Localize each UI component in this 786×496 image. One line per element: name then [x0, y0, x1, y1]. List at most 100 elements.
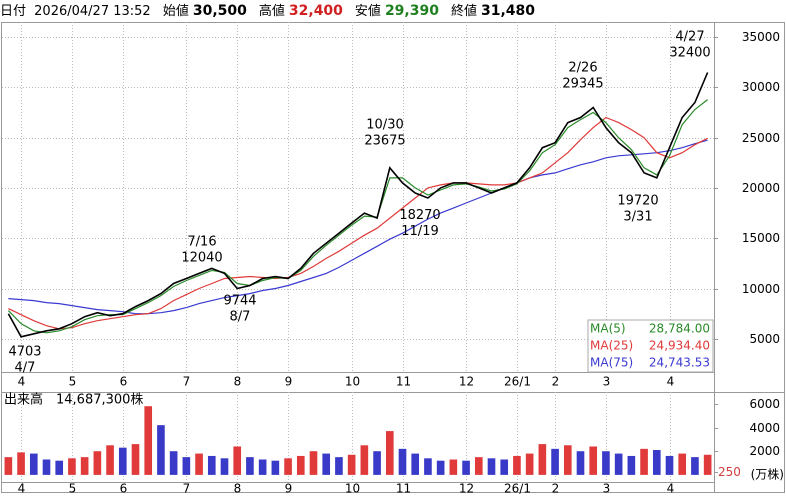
series-line — [8, 139, 708, 315]
x-tick-label: 4 — [18, 375, 26, 389]
annotation-date: 3/31 — [623, 209, 652, 224]
field-value: 32,400 — [288, 3, 343, 19]
volume-bar — [589, 446, 598, 475]
volume-bar — [487, 458, 496, 475]
x-tick-label: 6 — [120, 375, 128, 389]
unit-label: (万株) — [751, 467, 784, 482]
annotation-value: 29345 — [562, 76, 603, 91]
volume-bar — [513, 455, 521, 475]
field-label: 安値 — [354, 4, 381, 19]
annotation-date: 10/30 — [366, 117, 403, 132]
annotation-date: 4/27 — [675, 30, 704, 45]
volume-bar — [538, 444, 547, 475]
volume-bar — [29, 453, 38, 475]
volume-bar — [614, 453, 623, 475]
x-tick-label: 26/1 — [504, 482, 531, 496]
legend-label: MA(5) — [590, 322, 626, 336]
volume-bar — [233, 446, 242, 475]
volume-bar — [576, 451, 585, 475]
volume-bar — [144, 406, 153, 475]
x-tick-label: 5 — [69, 375, 77, 389]
volume-bar — [157, 425, 165, 475]
x-tick-label: 26/1 — [504, 375, 531, 389]
x-tick-label: 7 — [183, 375, 191, 389]
y-tick-label: 6000 — [749, 397, 780, 411]
legend-label: MA(25) — [590, 339, 633, 353]
x-tick-label: 2 — [552, 482, 560, 496]
volume-bar — [360, 445, 369, 475]
panel-subtitle: 14,687,300株 — [56, 393, 143, 408]
x-tick-label: 3 — [603, 375, 611, 389]
volume-bar — [296, 455, 305, 475]
y-tick-label: 5000 — [749, 332, 780, 346]
volume-bar — [17, 452, 25, 475]
field-value: 29,390 — [384, 3, 439, 19]
x-tick-label: 4 — [667, 375, 675, 389]
x-tick-label: 8 — [234, 375, 242, 389]
volume-bar — [106, 445, 114, 475]
volume-bar — [195, 453, 203, 475]
volume-bar — [411, 453, 420, 475]
y-tick-label: 2000 — [749, 444, 780, 458]
x-tick-label: 3 — [603, 482, 611, 496]
x-tick-label: 10 — [345, 482, 360, 496]
volume-bar — [284, 458, 292, 475]
series-line — [7, 99, 708, 334]
volume-bar — [93, 451, 102, 475]
volume-bar — [424, 458, 432, 475]
date-label: 日付 — [0, 4, 27, 19]
legend-value: 28,784.00 — [649, 322, 710, 336]
volume-bar — [474, 457, 483, 475]
series-line — [7, 72, 709, 338]
x-tick-label: 11 — [396, 375, 411, 389]
volume-bar — [640, 448, 648, 475]
x-tick-label: 2 — [552, 375, 560, 389]
y-tick-label: 4000 — [749, 421, 780, 435]
legend-box — [587, 319, 714, 373]
x-tick-label: 5 — [69, 482, 77, 496]
annotation-value: 23675 — [364, 133, 405, 148]
volume-bar — [500, 459, 509, 475]
legend-label: MA(75) — [590, 356, 633, 370]
legend-value: 24,743.53 — [649, 356, 710, 370]
x-tick-label: 8 — [234, 482, 242, 496]
volume-bar — [309, 451, 318, 475]
annotation-value: 4703 — [8, 344, 41, 359]
field-value: 30,500 — [192, 3, 247, 19]
annotation-value: 19720 — [617, 193, 658, 208]
volume-bar — [182, 457, 191, 475]
x-tick-label: 9 — [285, 482, 293, 496]
volume-bar — [602, 451, 610, 475]
volume-bar — [220, 458, 229, 475]
annotation-date: 11/19 — [401, 224, 438, 239]
volume-bar — [678, 453, 687, 475]
volume-bar — [55, 460, 64, 475]
volume-bar — [169, 451, 178, 475]
annotation-date: 8/7 — [230, 310, 251, 325]
annotation-date: 4/7 — [15, 360, 36, 375]
field-value: 31,480 — [480, 3, 536, 19]
field-label: 高値 — [258, 4, 285, 19]
volume-bar — [42, 459, 51, 475]
y-tick-label: 15000 — [742, 231, 780, 245]
series-line — [8, 116, 708, 330]
annotation-value: 9744 — [223, 294, 256, 309]
volume-bar — [80, 457, 89, 475]
volume-bar — [449, 459, 458, 475]
volume-bar — [525, 453, 534, 475]
x-tick-label: 11 — [396, 482, 411, 496]
volume-bar — [385, 431, 394, 475]
volume-bar — [665, 455, 674, 475]
volume-bar — [131, 444, 140, 475]
header: 日付 2026/04/27 13:52 始値 30,500 高値 32,400 安値 29… — [0, 0, 786, 22]
volume-bar — [322, 453, 331, 475]
x-tick-label: 4 — [18, 482, 26, 496]
volume-bar — [246, 457, 254, 475]
field-label: 終値 — [450, 4, 477, 19]
legend-value: 24,934.40 — [649, 339, 710, 353]
annotation-date: 2/26 — [568, 60, 597, 75]
volume-bar — [398, 448, 407, 475]
x-tick-label: 7 — [183, 482, 191, 496]
volume-bar — [652, 450, 661, 475]
volume-bar — [462, 460, 470, 475]
